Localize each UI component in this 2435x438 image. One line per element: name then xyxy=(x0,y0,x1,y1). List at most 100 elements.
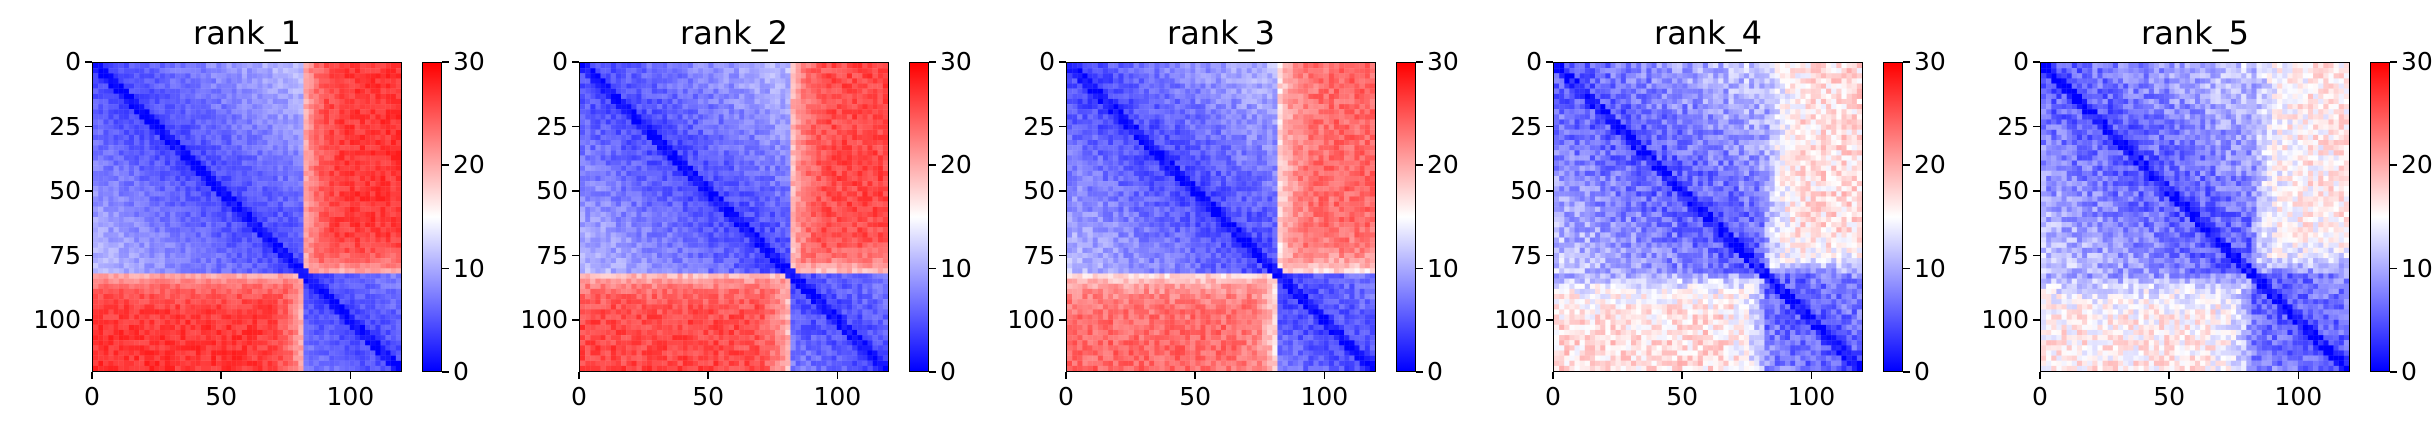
heatmap-cell xyxy=(123,365,130,371)
heatmap-cell xyxy=(200,155,207,161)
heatmap-cell xyxy=(687,150,694,156)
heatmap-cell xyxy=(344,222,350,228)
heatmap-cell xyxy=(236,242,242,248)
heatmap-cell xyxy=(795,150,801,156)
heatmap-cell xyxy=(211,160,217,166)
heatmap-cell xyxy=(862,145,868,151)
heatmap-cell xyxy=(339,324,345,331)
heatmap-cell xyxy=(354,93,361,100)
heatmap-cell xyxy=(123,247,130,254)
heatmap-cell xyxy=(318,140,325,146)
heatmap-cell xyxy=(759,134,765,141)
heatmap-cell xyxy=(600,145,606,151)
heatmap-cell xyxy=(339,145,345,151)
heatmap-cell xyxy=(339,258,345,264)
heatmap-cell xyxy=(713,93,719,100)
heatmap-cell xyxy=(334,232,340,238)
heatmap-cell xyxy=(667,78,673,84)
heatmap-cell xyxy=(205,360,212,366)
heatmap-cell xyxy=(190,252,196,259)
heatmap-cell xyxy=(615,155,622,161)
heatmap-cell xyxy=(308,175,314,182)
heatmap-cell xyxy=(262,258,268,264)
heatmap-cell xyxy=(354,278,361,284)
heatmap-cell xyxy=(98,98,104,105)
heatmap-cell xyxy=(390,319,396,325)
heatmap-cell xyxy=(805,104,812,110)
heatmap-cell xyxy=(211,134,217,141)
heatmap-cell xyxy=(703,165,709,171)
heatmap-cell xyxy=(354,83,361,89)
heatmap-cell xyxy=(221,329,227,336)
heatmap-cell xyxy=(164,247,171,254)
heatmap-cell xyxy=(298,365,304,371)
heatmap-cell xyxy=(692,165,699,171)
heatmap-cell xyxy=(375,319,381,325)
heatmap-cell xyxy=(739,119,745,125)
heatmap-cell xyxy=(662,88,668,94)
heatmap-cell xyxy=(241,247,248,254)
heatmap-cell xyxy=(118,206,124,212)
heatmap-cell xyxy=(277,186,284,192)
heatmap-cell xyxy=(365,355,371,361)
heatmap-cell xyxy=(252,237,258,243)
heatmap-cell xyxy=(365,365,371,371)
heatmap-cell xyxy=(180,181,186,187)
heatmap-cell xyxy=(836,140,842,146)
heatmap-cell xyxy=(190,273,196,279)
heatmap-cell xyxy=(221,217,227,223)
heatmap-cell xyxy=(159,314,165,320)
heatmap-cell xyxy=(200,201,207,207)
heatmap-cell xyxy=(359,273,366,279)
heatmap-cell xyxy=(329,268,335,274)
x-tick-label: 100 xyxy=(326,382,375,411)
heatmap-cell xyxy=(190,109,196,115)
heatmap-cell xyxy=(821,145,827,151)
heatmap-cell xyxy=(164,196,171,202)
heatmap-cell xyxy=(734,88,740,94)
heatmap-cell xyxy=(272,355,278,361)
heatmap-cell xyxy=(370,129,376,135)
heatmap-cell xyxy=(821,78,827,84)
heatmap-cell xyxy=(128,314,135,320)
heatmap-cell xyxy=(262,109,268,115)
heatmap-cell xyxy=(216,227,222,233)
heatmap-cell xyxy=(185,232,191,238)
heatmap-cell xyxy=(236,206,242,212)
heatmap-cell xyxy=(298,329,304,336)
heatmap-cell xyxy=(646,124,652,130)
heatmap-cell xyxy=(277,78,284,84)
heatmap-cell xyxy=(241,134,248,141)
heatmap-cell xyxy=(257,258,263,264)
heatmap-cell xyxy=(646,78,652,84)
heatmap-cell xyxy=(395,83,401,89)
heatmap-cell xyxy=(149,319,155,325)
heatmap-cell xyxy=(170,201,176,207)
heatmap-cell xyxy=(123,175,130,182)
heatmap-cell xyxy=(657,88,663,94)
heatmap-cell xyxy=(170,155,176,161)
heatmap-cell xyxy=(282,201,289,207)
heatmap-cell xyxy=(216,140,222,146)
heatmap-cell xyxy=(118,304,124,310)
heatmap-cell xyxy=(626,124,632,130)
heatmap-cell xyxy=(236,68,242,74)
heatmap-cell xyxy=(636,124,642,130)
heatmap-cell xyxy=(687,93,694,100)
heatmap-cell xyxy=(159,237,165,243)
x-tick-mark xyxy=(220,372,222,379)
heatmap-cell xyxy=(790,78,796,84)
heatmap-cell xyxy=(318,232,325,238)
heatmap-cell xyxy=(621,63,627,69)
heatmap-cell xyxy=(149,83,155,89)
heatmap-cell xyxy=(164,319,171,325)
heatmap-cell xyxy=(154,247,160,254)
heatmap-cell xyxy=(313,114,319,120)
heatmap-cell xyxy=(221,258,227,264)
heatmap-cell xyxy=(385,309,391,315)
heatmap-cell xyxy=(170,217,176,223)
heatmap-cell xyxy=(98,211,104,218)
heatmap-cell xyxy=(759,88,765,94)
heatmap-cell xyxy=(651,175,658,182)
heatmap-cell xyxy=(359,181,366,187)
